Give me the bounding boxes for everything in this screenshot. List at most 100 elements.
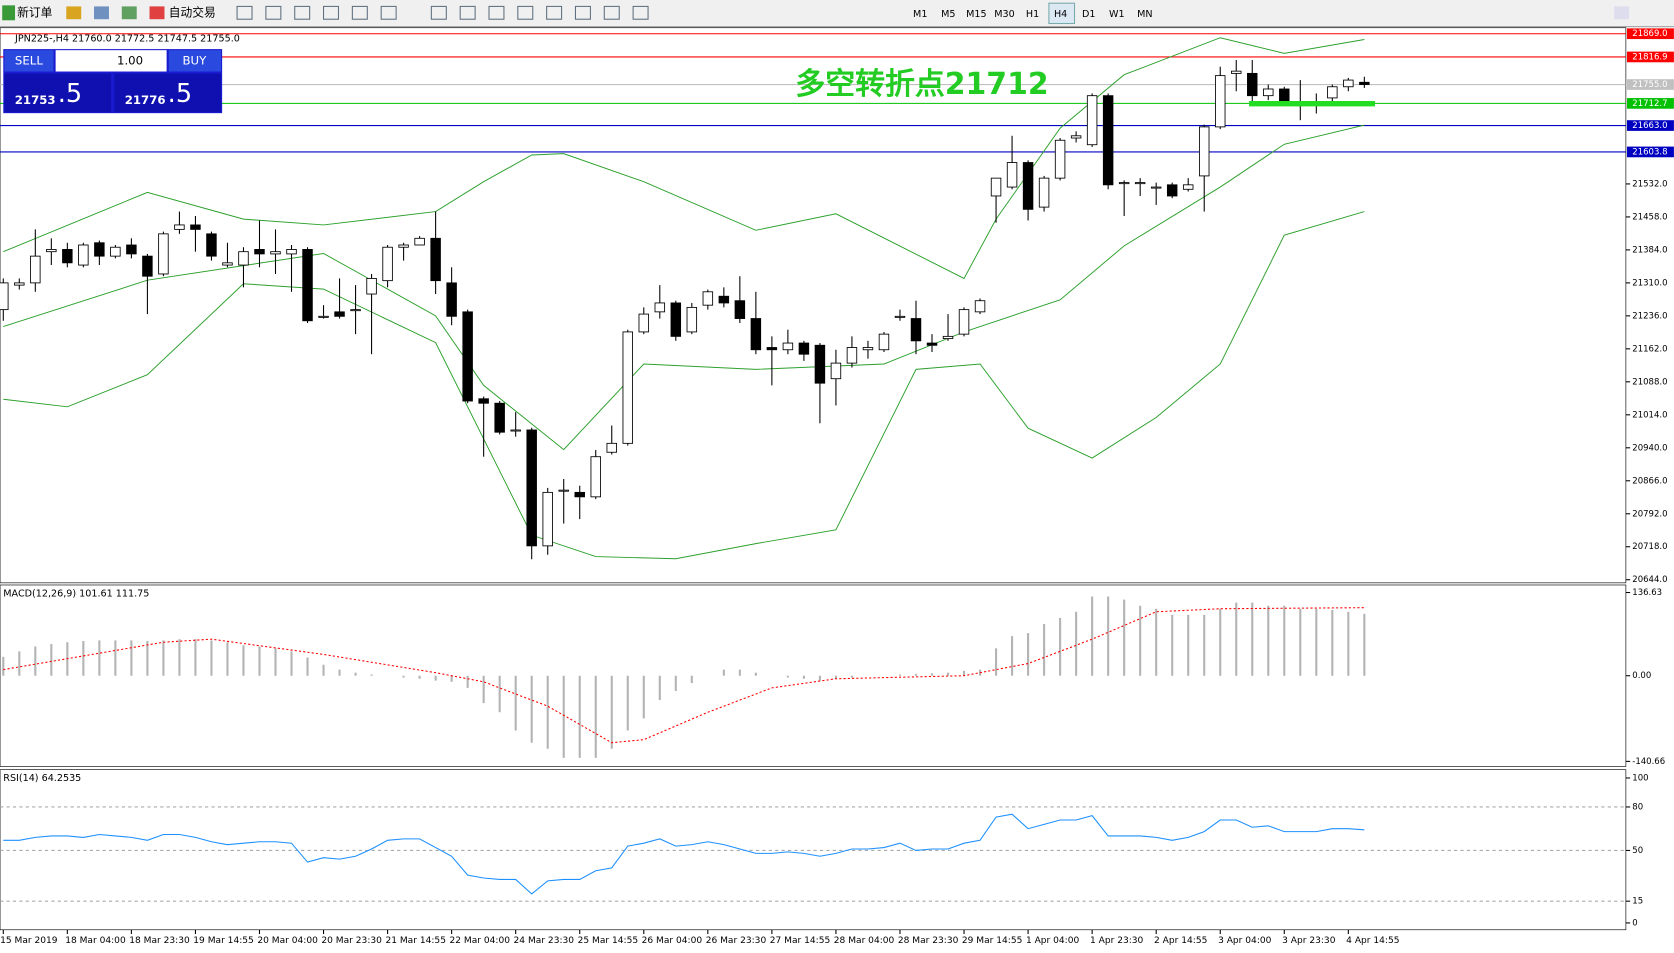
candle-body: [14, 282, 25, 286]
candle-body: [654, 302, 666, 313]
timeframe-button[interactable]: D1: [1082, 9, 1096, 20]
y-tick-label: 20644.0: [1632, 575, 1667, 585]
lot-input[interactable]: [55, 50, 167, 72]
new-order-icon[interactable]: [2, 5, 16, 21]
candle-body: [1263, 88, 1274, 97]
timeframe-active: [1048, 2, 1076, 25]
bid-fraction[interactable]: .5: [58, 79, 82, 109]
ask-price[interactable]: 21776: [125, 93, 166, 107]
toolbar-icon[interactable]: [323, 5, 340, 20]
timeframe-button[interactable]: MN: [1137, 9, 1152, 20]
toolbar-icon[interactable]: [517, 5, 534, 20]
toolbar-icon[interactable]: [121, 6, 137, 20]
candle-body: [126, 244, 137, 255]
candle-body: [270, 251, 281, 255]
candle-body: [158, 233, 169, 275]
timeframe-button[interactable]: M30: [994, 9, 1015, 20]
timeframe-button[interactable]: W1: [1109, 9, 1125, 20]
buy-button[interactable]: [168, 50, 222, 72]
toolbar-icon[interactable]: [574, 5, 591, 20]
x-tick-label: 26 Mar 04:00: [642, 936, 703, 946]
price-tag: [1626, 146, 1674, 158]
candle-body: [974, 300, 986, 313]
toolbar-icon[interactable]: [66, 6, 82, 20]
x-tick-label: 18 Mar 04:00: [65, 936, 126, 946]
candle-body: [1198, 126, 1210, 177]
candle-body: [910, 318, 922, 342]
candle-body: [238, 251, 249, 266]
chart-header: JPN225-,H4 21760.0 21772.5 21747.5 21755…: [14, 33, 240, 44]
timeframe-button[interactable]: M15: [966, 9, 987, 20]
x-tick-label: 20 Mar 04:00: [257, 936, 318, 946]
y-tick-label: 20940.0: [1632, 443, 1667, 453]
sell-label[interactable]: SELL: [15, 53, 43, 67]
candle-body: [958, 309, 970, 335]
toolbar-icon[interactable]: [603, 5, 620, 20]
candle-body: [782, 342, 794, 351]
candle-body: [1006, 162, 1018, 188]
x-tick-label: 22 Mar 04:00: [450, 936, 511, 946]
y-tick-label: 21458.0: [1632, 212, 1667, 222]
y-tick-label: 21384.0: [1632, 245, 1667, 255]
price-tag: [1626, 51, 1674, 63]
y-tick-label: 21088.0: [1632, 377, 1667, 387]
candle-body: [478, 398, 489, 404]
y-tick-label: 21532.0: [1632, 179, 1667, 189]
lot-size[interactable]: 1.00: [117, 53, 143, 67]
toolbar-icon[interactable]: [632, 5, 649, 20]
price-tag: [1626, 120, 1674, 131]
candle-body: [1182, 184, 1194, 190]
candle-body: [590, 456, 601, 498]
timeframe-button[interactable]: M5: [941, 9, 955, 20]
candle-body: [318, 315, 329, 318]
auto-trading-icon[interactable]: [149, 6, 165, 20]
y-tick-label: 0.00: [1632, 671, 1651, 681]
toolbar-icon[interactable]: [380, 5, 397, 20]
toolbar-icon[interactable]: [294, 5, 311, 20]
toolbar-icon[interactable]: [430, 5, 447, 20]
toolbar-icon[interactable]: [351, 5, 368, 20]
auto-trading-button[interactable]: 自动交易: [169, 5, 216, 19]
bid-price[interactable]: 21753: [15, 93, 56, 107]
bid-box[interactable]: [4, 73, 112, 113]
timeframe-button[interactable]: H4: [1054, 9, 1067, 20]
candle-body: [702, 291, 714, 306]
y-tick-label: 80: [1632, 802, 1643, 812]
candle-body: [1231, 70, 1242, 74]
toolbar-icon[interactable]: [459, 5, 476, 20]
toolbar-icon[interactable]: [94, 6, 109, 20]
y-tick-label: 21310.0: [1632, 278, 1667, 288]
x-tick-label: 27 Mar 14:55: [770, 936, 831, 946]
candle-body: [142, 255, 153, 277]
candle-body: [574, 491, 585, 498]
y-tick-label: 21162.0: [1632, 344, 1667, 354]
toolbar-icon[interactable]: [236, 5, 253, 20]
search-icon[interactable]: [1614, 6, 1630, 20]
timeframe-button[interactable]: M1: [913, 9, 927, 20]
x-tick-label: 19 Mar 14:55: [193, 936, 254, 946]
timeframe-button[interactable]: H1: [1026, 9, 1039, 20]
candle-body: [1214, 75, 1226, 128]
toolbar-icon[interactable]: [546, 5, 563, 20]
ask-box[interactable]: [114, 73, 222, 113]
ask-fraction[interactable]: .5: [168, 79, 192, 109]
sell-button[interactable]: [4, 50, 54, 72]
candle-body: [446, 282, 457, 317]
buy-label[interactable]: BUY: [182, 53, 207, 67]
candle-body: [334, 311, 345, 317]
new-order-button[interactable]: 新订单: [17, 5, 52, 19]
candle-body: [206, 233, 217, 257]
toolbar-icon[interactable]: [488, 5, 505, 20]
candle-body: [1022, 162, 1034, 210]
price-tag: [1626, 28, 1674, 40]
candle-body: [510, 429, 521, 432]
x-tick-label: 3 Apr 04:00: [1218, 936, 1272, 946]
candle-body: [830, 362, 842, 380]
candle-body: [1327, 86, 1338, 99]
price-tag-label: 21755.0: [1632, 80, 1667, 90]
candle-body: [94, 242, 105, 257]
candle-body: [1343, 79, 1354, 88]
toolbar-icon[interactable]: [265, 5, 282, 20]
y-tick-label: 21014.0: [1632, 410, 1667, 420]
